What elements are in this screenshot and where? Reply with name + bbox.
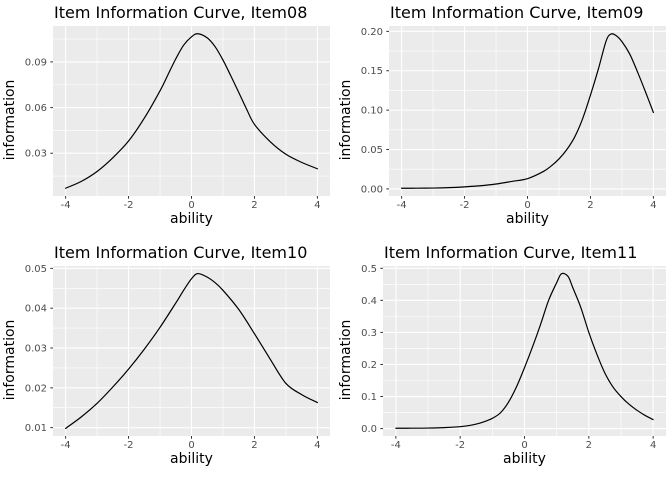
subplot-item10: -4 -2 0 2 4 0.01 0.02 0.03 0.04 0.05 Item Informa… — [0, 240, 336, 480]
svg-text:4: 4 — [650, 200, 656, 211]
tick-marks — [386, 30, 654, 199]
svg-text:-4: -4 — [61, 440, 71, 451]
plot-canvas-item10: -4 -2 0 2 4 0.01 0.02 0.03 0.04 0.05 — [25, 264, 330, 451]
plot-canvas-item08: -4 -2 0 2 4 0.03 0.06 0.09 — [25, 26, 330, 211]
major-gridlines — [53, 26, 330, 196]
svg-text:0.06: 0.06 — [25, 103, 47, 114]
axis-tick-labels: -4 -2 0 2 4 0.01 0.02 0.03 0.04 0.05 — [25, 264, 321, 451]
x-axis-title: ability — [503, 451, 546, 467]
svg-text:-4: -4 — [391, 440, 401, 451]
svg-text:-4: -4 — [61, 200, 71, 211]
y-axis-title: information — [2, 319, 18, 401]
information-curve — [395, 272, 654, 429]
svg-text:0.5: 0.5 — [361, 264, 377, 275]
svg-text:0.03: 0.03 — [25, 344, 47, 355]
information-curve — [64, 33, 319, 189]
major-gridlines — [389, 26, 666, 196]
svg-text:0.15: 0.15 — [361, 66, 383, 77]
plot-title: Item Information Curve, Item08 — [54, 3, 308, 22]
svg-text:2: 2 — [586, 440, 592, 451]
svg-text:-2: -2 — [460, 200, 470, 211]
x-axis-title: ability — [170, 451, 213, 467]
svg-text:0.4: 0.4 — [361, 296, 377, 307]
svg-text:2: 2 — [587, 200, 593, 211]
y-axis-title: information — [2, 79, 18, 161]
svg-text:0: 0 — [521, 440, 527, 451]
svg-text:0.09: 0.09 — [25, 57, 47, 68]
svg-text:-2: -2 — [124, 440, 134, 451]
plot-title: Item Information Curve, Item10 — [54, 243, 308, 262]
svg-text:0.2: 0.2 — [361, 360, 377, 371]
svg-text:0.05: 0.05 — [25, 264, 47, 275]
x-axis-title: ability — [506, 211, 549, 227]
svg-text:4: 4 — [314, 200, 320, 211]
axis-tick-labels: -4 -2 0 2 4 0.03 0.06 0.09 — [25, 57, 321, 211]
svg-text:-2: -2 — [124, 200, 134, 211]
axis-tick-labels: -4 -2 0 2 4 0.00 0.05 0.10 0.15 0.20 — [361, 27, 657, 211]
svg-text:0: 0 — [188, 200, 194, 211]
y-axis-title: information — [338, 79, 354, 161]
svg-text:0.10: 0.10 — [361, 106, 383, 117]
svg-text:0.20: 0.20 — [361, 27, 383, 38]
information-curve — [64, 272, 319, 430]
x-axis-title: ability — [170, 211, 213, 227]
major-gridlines — [53, 266, 330, 436]
y-axis-title: information — [338, 319, 354, 401]
plot-canvas-item09: -4 -2 0 2 4 0.00 0.05 0.10 0.15 0.20 — [361, 26, 666, 211]
svg-text:0.05: 0.05 — [361, 145, 383, 156]
tick-marks — [50, 267, 318, 439]
svg-text:-4: -4 — [397, 200, 407, 211]
svg-text:4: 4 — [650, 440, 656, 451]
svg-text:0: 0 — [524, 200, 530, 211]
svg-text:2: 2 — [251, 440, 257, 451]
svg-text:0.0: 0.0 — [361, 424, 377, 435]
svg-text:-2: -2 — [455, 440, 465, 451]
svg-text:0.02: 0.02 — [25, 383, 47, 394]
svg-text:0.3: 0.3 — [361, 328, 377, 339]
plot-canvas-item11: -4 -2 0 2 4 0.0 0.1 0.2 0.3 0.4 0.5 — [361, 264, 666, 451]
subplot-item08: -4 -2 0 2 4 0.03 0.06 0.09 Item Information Cur… — [0, 0, 336, 240]
svg-text:0.03: 0.03 — [25, 149, 47, 160]
subplot-item11: -4 -2 0 2 4 0.0 0.1 0.2 0.3 0.4 0.5 Item Informati… — [336, 240, 672, 480]
subplot-item09: -4 -2 0 2 4 0.00 0.05 0.10 0.15 0.20 Item Informa… — [336, 0, 672, 240]
plot-title: Item Information Curve, Item09 — [390, 3, 644, 22]
tick-marks — [50, 61, 318, 199]
svg-text:0.00: 0.00 — [361, 184, 383, 195]
information-curve — [400, 33, 655, 189]
svg-text:0.04: 0.04 — [25, 304, 47, 315]
svg-text:0.1: 0.1 — [361, 392, 377, 403]
svg-text:0.01: 0.01 — [25, 423, 47, 434]
svg-text:2: 2 — [251, 200, 257, 211]
svg-text:0: 0 — [188, 440, 194, 451]
svg-text:4: 4 — [314, 440, 320, 451]
tick-marks — [380, 267, 654, 439]
plot-title: Item Information Curve, Item11 — [384, 243, 638, 262]
axis-tick-labels: -4 -2 0 2 4 0.0 0.1 0.2 0.3 0.4 0.5 — [361, 264, 656, 451]
